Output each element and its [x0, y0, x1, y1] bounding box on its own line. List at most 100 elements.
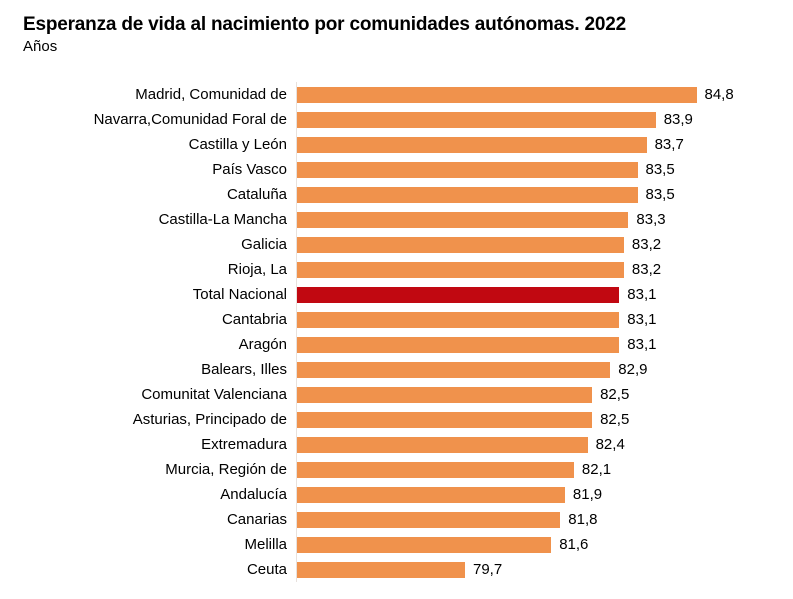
category-label: Extremadura — [201, 436, 287, 453]
category-label: Aragón — [238, 336, 287, 353]
value-label: 82,9 — [618, 361, 648, 378]
chart-row: Rioja, La 83,2 — [23, 257, 793, 282]
plot-area: 82,9 — [296, 357, 793, 382]
category-label: Rioja, La — [227, 261, 287, 278]
bar — [297, 536, 552, 553]
value-label: 83,9 — [663, 111, 693, 128]
chart-row: Cantabria 83,1 — [23, 307, 793, 332]
chart-row: Balears, Illes 82,9 — [23, 357, 793, 382]
chart-row: Cataluña 83,5 — [23, 182, 793, 207]
bar — [297, 336, 620, 353]
plot-area: 83,5 — [296, 182, 793, 207]
value-label: 83,7 — [654, 136, 684, 153]
chart-row: Canarias 81,8 — [23, 507, 793, 532]
plot-area: 84,8 — [296, 82, 793, 107]
value-label: 82,5 — [600, 386, 630, 403]
category-label: Andalucía — [220, 486, 287, 503]
value-label: 83,5 — [645, 186, 675, 203]
bar-highlighted — [297, 286, 620, 303]
chart-row: Navarra,Comunidad Foral de 83,9 — [23, 107, 793, 132]
bar-chart: Madrid, Comunidad de 84,8 Navarra,Comunida… — [23, 82, 793, 582]
value-label: 83,1 — [627, 311, 657, 328]
plot-area: 83,5 — [296, 157, 793, 182]
category-label: Ceuta — [246, 561, 287, 578]
chart-subtitle: Años — [23, 38, 58, 55]
value-label: 83,2 — [631, 236, 662, 253]
value-label: 81,8 — [568, 511, 598, 528]
bar — [297, 136, 647, 153]
plot-area: 83,7 — [296, 132, 793, 157]
chart-row: País Vasco 83,5 — [23, 157, 793, 182]
plot-area: 83,2 — [296, 232, 793, 257]
bar — [297, 161, 638, 178]
category-label: Murcia, Región de — [165, 461, 287, 478]
value-label: 82,4 — [595, 436, 625, 453]
plot-area: 81,6 — [296, 532, 793, 557]
bar — [297, 186, 638, 203]
bar — [297, 111, 656, 128]
chart-container: Esperanza de vida al nacimiento por comu… — [23, 14, 793, 582]
chart-row: Total Nacional 83,1 — [23, 282, 793, 307]
chart-row: Aragón 83,1 — [23, 332, 793, 357]
bar — [297, 361, 611, 378]
bar — [297, 236, 624, 253]
plot-area: 83,9 — [296, 107, 793, 132]
category-label: Madrid, Comunidad de — [135, 86, 287, 103]
category-label: Navarra,Comunidad Foral de — [93, 111, 287, 128]
bar — [297, 386, 593, 403]
category-label: País Vasco — [212, 161, 287, 178]
chart-row: Castilla y León 83,7 — [23, 132, 793, 157]
chart-row: Melilla 81,6 — [23, 532, 793, 557]
chart-row: Comunitat Valenciana 82,5 — [23, 382, 793, 407]
category-label: Asturias, Principado de — [132, 411, 287, 428]
category-label: Cantabria — [221, 311, 287, 328]
chart-row: Ceuta 79,7 — [23, 557, 793, 582]
value-label: 83,1 — [627, 336, 657, 353]
bar — [297, 311, 620, 328]
bar — [297, 461, 574, 478]
value-label: 84,8 — [704, 86, 734, 103]
chart-title: Esperanza de vida al nacimiento por comu… — [23, 14, 626, 35]
category-label: Castilla-La Mancha — [158, 211, 287, 228]
bar — [297, 411, 593, 428]
value-label: 79,7 — [473, 561, 503, 578]
category-label: Castilla y León — [188, 136, 287, 153]
plot-area: 79,7 — [296, 557, 793, 582]
chart-row: Madrid, Comunidad de 84,8 — [23, 82, 793, 107]
plot-area: 83,1 — [296, 282, 793, 307]
chart-row: Galicia 83,2 — [23, 232, 793, 257]
value-label: 81,6 — [559, 536, 589, 553]
value-label: 81,9 — [572, 486, 603, 503]
bar — [297, 261, 624, 278]
value-label: 82,1 — [581, 461, 612, 478]
category-label: Comunitat Valenciana — [141, 386, 287, 403]
bar — [297, 561, 465, 578]
plot-area: 82,1 — [296, 457, 793, 482]
category-label: Canarias — [226, 511, 287, 528]
value-label: 83,1 — [627, 286, 657, 303]
value-label: 83,2 — [631, 261, 662, 278]
bar — [297, 86, 697, 103]
chart-row: Asturias, Principado de 82,5 — [23, 407, 793, 432]
plot-area: 83,1 — [296, 307, 793, 332]
value-label: 82,5 — [600, 411, 630, 428]
plot-area: 83,1 — [296, 332, 793, 357]
category-label: Melilla — [244, 536, 287, 553]
chart-row: Castilla-La Mancha 83,3 — [23, 207, 793, 232]
chart-row: Extremadura 82,4 — [23, 432, 793, 457]
plot-area: 83,2 — [296, 257, 793, 282]
value-label: 83,3 — [636, 211, 666, 228]
category-label: Cataluña — [226, 186, 287, 203]
bar — [297, 511, 561, 528]
bar — [297, 486, 565, 503]
chart-row: Andalucía 81,9 — [23, 482, 793, 507]
category-label: Balears, Illes — [201, 361, 287, 378]
plot-area: 82,4 — [296, 432, 793, 457]
value-label: 83,5 — [645, 161, 675, 178]
bar — [297, 436, 588, 453]
chart-row: Murcia, Región de 82,1 — [23, 457, 793, 482]
plot-area: 83,3 — [296, 207, 793, 232]
plot-area: 81,8 — [296, 507, 793, 532]
plot-area: 82,5 — [296, 382, 793, 407]
category-label: Total Nacional — [192, 286, 287, 303]
